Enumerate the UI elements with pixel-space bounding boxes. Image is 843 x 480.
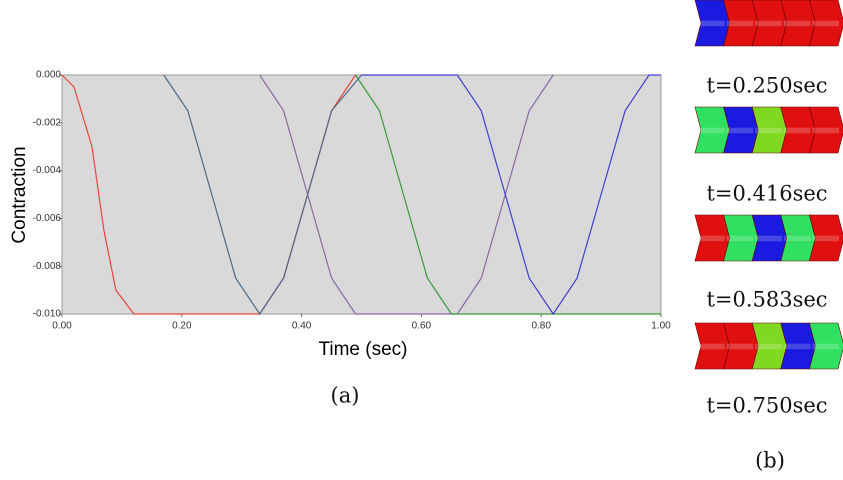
time-label: t=0.416sec (706, 182, 827, 206)
tube-highlight (726, 235, 754, 242)
data-line (355, 74, 661, 315)
tube-segment (809, 106, 843, 154)
tube-segment (809, 322, 843, 370)
tube-highlight (755, 127, 782, 134)
tube-segment (809, 214, 843, 262)
y-axis-label: Contraction (9, 146, 30, 243)
tube-highlight (726, 343, 754, 350)
tube-highlight (812, 20, 839, 27)
data-line (259, 74, 554, 315)
y-tick-label: -0.006 (33, 213, 62, 224)
tube-highlight (755, 20, 782, 27)
tube-highlight (698, 20, 725, 27)
y-tick-label: -0.008 (33, 261, 62, 272)
tube-highlight (698, 127, 725, 134)
y-tick-label: -0.004 (33, 165, 62, 176)
tube-image (694, 214, 843, 262)
tube-image (694, 106, 843, 154)
tube-highlight (783, 235, 811, 242)
tube-image (694, 322, 843, 370)
tube-highlight (698, 235, 725, 242)
tube-highlight (726, 127, 754, 134)
x-tick-label: 1.00 (651, 321, 671, 332)
time-label: t=0.750sec (706, 394, 827, 418)
x-tick-label: 0.20 (172, 321, 192, 332)
tube-image (694, 0, 843, 47)
tube-highlight (812, 127, 839, 134)
tube-highlight (755, 343, 782, 350)
x-tick-label: 0.40 (292, 321, 312, 332)
tube-highlight (783, 343, 811, 350)
plot-area (61, 74, 662, 315)
tube-highlight (726, 20, 754, 27)
x-tick-label: 0.80 (531, 321, 551, 332)
tube-highlight (698, 343, 725, 350)
x-tick-label: 0.60 (412, 321, 432, 332)
data-line (163, 74, 362, 316)
time-label: t=0.583sec (706, 288, 827, 312)
tube-segment (809, 0, 843, 47)
x-tick-label: 0.00 (52, 321, 72, 332)
tube-highlight (783, 127, 811, 134)
time-label: t=0.250sec (706, 74, 827, 98)
caption: (b) (755, 449, 785, 473)
tube-highlight (783, 20, 811, 27)
data-line (361, 74, 661, 316)
caption: (a) (331, 384, 360, 408)
tube-highlight (812, 343, 839, 350)
y-tick-label: -0.002 (33, 117, 62, 128)
y-tick-label: -0.010 (33, 309, 62, 320)
tube-highlight (812, 235, 839, 242)
tube-highlight (755, 235, 782, 242)
y-tick-label: 0.000 (36, 70, 61, 81)
x-axis-label: Time (sec) (318, 339, 407, 360)
